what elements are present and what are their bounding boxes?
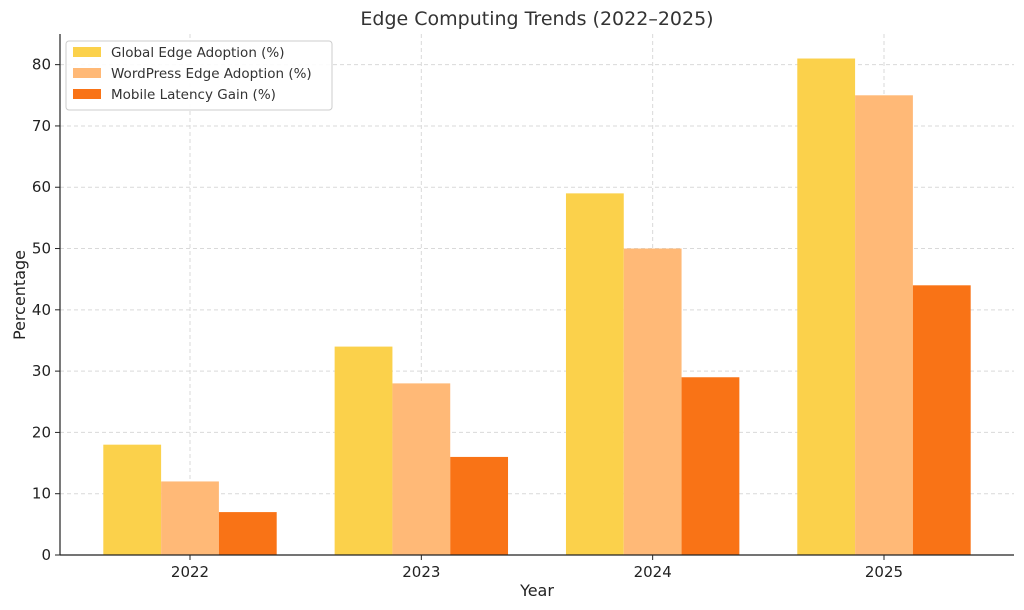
bar (392, 383, 451, 555)
legend-label: Global Edge Adoption (%) (111, 45, 285, 61)
x-tick-label: 2023 (402, 563, 440, 581)
x-axis-label: Year (519, 581, 554, 600)
bar (161, 481, 219, 555)
y-tick-label: 10 (32, 485, 51, 503)
chart-title: Edge Computing Trends (2022–2025) (360, 8, 713, 30)
legend: Global Edge Adoption (%) WordPress Edge A… (65, 40, 333, 111)
bar (565, 193, 624, 556)
legend-swatch (73, 89, 101, 99)
bar (334, 346, 393, 555)
bar (103, 444, 162, 555)
bar (623, 248, 682, 555)
x-tick-label: 2024 (634, 563, 672, 581)
y-tick-label: 60 (32, 178, 51, 196)
legend-label: Mobile Latency Gain (%) (111, 87, 276, 103)
bar (450, 456, 509, 555)
x-tick-label: 2025 (865, 563, 903, 581)
x-tick-label: 2022 (171, 563, 209, 581)
bar (681, 377, 740, 555)
legend-swatch (73, 68, 101, 78)
y-tick-label: 0 (41, 546, 51, 564)
y-tick-label: 20 (32, 423, 51, 441)
bar (855, 95, 913, 555)
y-axis-label: Percentage (10, 250, 29, 340)
ticks: 0 10 20 30 40 50 60 70 80 2022 2023 2024 2025 (32, 56, 903, 581)
bar (912, 285, 971, 555)
legend-box (65, 40, 333, 111)
axes (59, 34, 1014, 556)
bar (797, 58, 856, 556)
bar (218, 512, 277, 555)
y-tick-label: 30 (32, 362, 51, 380)
y-tick-label: 80 (32, 56, 51, 74)
y-tick-label: 40 (32, 301, 51, 319)
legend-label: WordPress Edge Adoption (%) (111, 66, 312, 82)
bars (103, 58, 971, 556)
y-tick-label: 50 (32, 240, 51, 258)
legend-swatch (73, 47, 101, 57)
y-tick-label: 70 (32, 117, 51, 135)
